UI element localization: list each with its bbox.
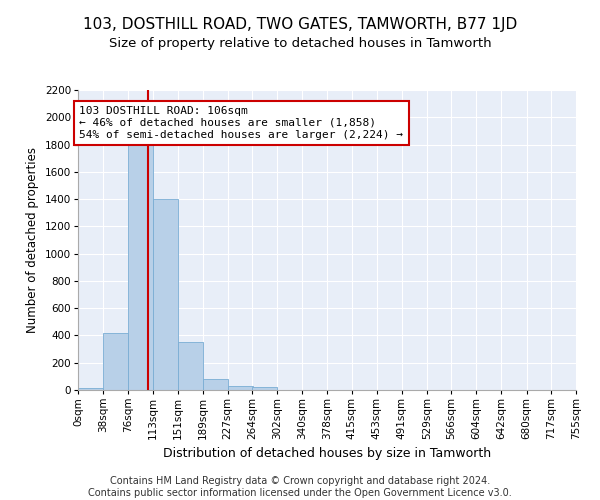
Bar [128,142,153,390]
Bar [252,388,277,390]
X-axis label: Distribution of detached houses by size in Tamworth: Distribution of detached houses by size … [163,448,491,460]
Text: Size of property relative to detached houses in Tamworth: Size of property relative to detached ho… [109,38,491,51]
Bar [178,342,203,390]
Bar [78,388,103,390]
Y-axis label: Number of detached properties: Number of detached properties [26,147,39,333]
Bar [228,386,253,390]
Bar [103,332,128,390]
Bar [203,379,228,390]
Text: Contains HM Land Registry data © Crown copyright and database right 2024.
Contai: Contains HM Land Registry data © Crown c… [88,476,512,498]
Text: 103 DOSTHILL ROAD: 106sqm
← 46% of detached houses are smaller (1,858)
54% of se: 103 DOSTHILL ROAD: 106sqm ← 46% of detac… [79,106,403,140]
Text: 103, DOSTHILL ROAD, TWO GATES, TAMWORTH, B77 1JD: 103, DOSTHILL ROAD, TWO GATES, TAMWORTH,… [83,18,517,32]
Bar [152,199,178,390]
